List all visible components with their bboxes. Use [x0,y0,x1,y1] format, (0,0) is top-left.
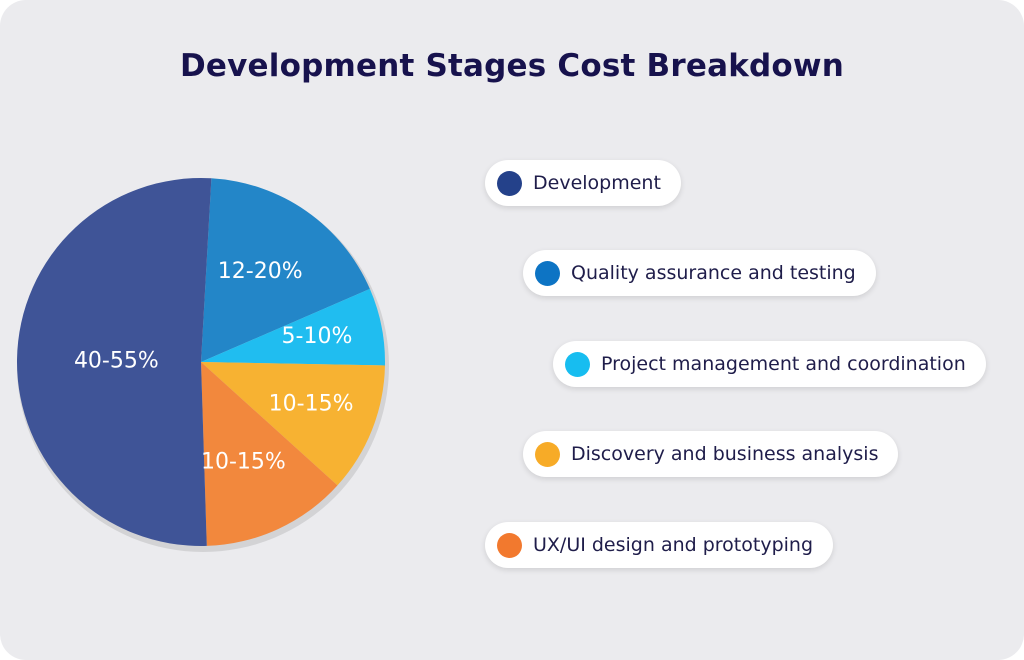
pie-slice-quality-assurance-and-testing [201,178,370,362]
legend-swatch-project-management [565,351,590,377]
legend-item-discovery: Discovery and business analysis [523,431,899,477]
pie-slice-discovery-and-business-analysis [201,362,385,486]
pie-data-label: 40-55% [74,348,159,373]
legend-item-project-management: Project management and coordination [553,341,986,387]
pie-data-label: 12-20% [218,259,303,284]
pie-slice-development [16,177,212,546]
chart-title: Development Stages Cost Breakdown [179,48,845,84]
legend-swatch-quality-assurance [535,260,560,286]
legend-item-development: Development [485,160,681,206]
legend-swatch-development [497,170,522,196]
legend-item-ux-ui-design: UX/UI design and prototyping [485,522,834,568]
pie-data-label: 10-15% [201,450,286,475]
pie-slice-project-management-and-coordination [201,288,385,366]
legend-swatch-discovery [535,441,560,467]
legend-label: Quality assurance and testing [571,262,856,284]
pie-data-label: 10-15% [269,391,354,416]
pie-slice-ux-ui-design-and-prototyping [201,362,338,546]
legend-label: UX/UI design and prototyping [533,534,814,556]
pie-data-label: 5-10% [282,324,353,349]
legend-swatch-ux-ui-design [497,532,522,558]
legend-label: Discovery and business analysis [571,443,879,465]
legend-item-quality-assurance: Quality assurance and testing [523,250,876,296]
legend-label: Development [533,172,661,194]
legend-label: Project management and coordination [601,353,966,375]
